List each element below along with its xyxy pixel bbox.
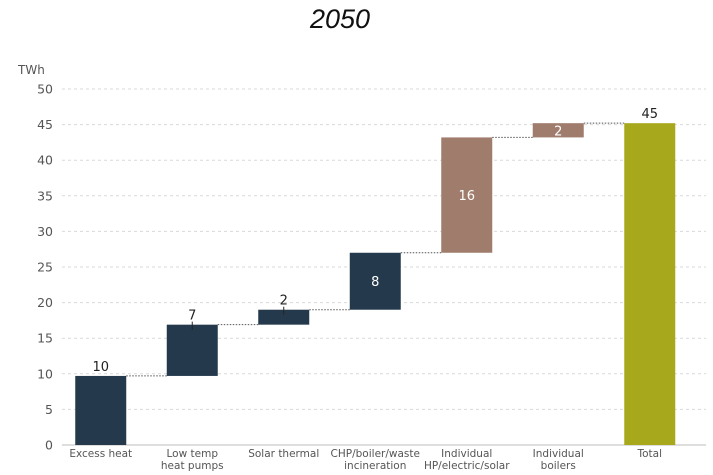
category-label: Total bbox=[636, 448, 662, 460]
category-label: Solar thermal bbox=[248, 448, 319, 460]
category-label: boilers bbox=[541, 460, 576, 472]
y-tick-label: 0 bbox=[45, 438, 53, 453]
bar bbox=[75, 375, 127, 445]
category-label: Low temp bbox=[167, 448, 219, 460]
data-label: 16 bbox=[458, 189, 475, 204]
bar bbox=[258, 309, 310, 325]
y-tick-label: 45 bbox=[37, 117, 53, 132]
y-tick-label: 10 bbox=[37, 366, 53, 381]
data-label: 45 bbox=[641, 107, 658, 122]
y-tick-label: 5 bbox=[45, 402, 53, 417]
bar bbox=[441, 137, 493, 253]
category-label: Individual bbox=[533, 448, 584, 460]
y-axis-unit-label: TWh bbox=[17, 63, 45, 77]
bar bbox=[349, 252, 401, 310]
bar bbox=[166, 324, 218, 376]
chart-title: 2050 bbox=[309, 4, 371, 34]
category-label: incineration bbox=[344, 460, 406, 472]
data-label: 2 bbox=[554, 124, 562, 139]
category-label: Excess heat bbox=[69, 448, 132, 460]
bar bbox=[532, 123, 584, 138]
category-label: heat pumps bbox=[161, 460, 224, 472]
category-label: CHP/boiler/waste bbox=[331, 448, 420, 460]
data-label: 8 bbox=[371, 275, 379, 290]
category-label: Individual bbox=[441, 448, 492, 460]
y-tick-label: 25 bbox=[37, 260, 53, 275]
y-tick-label: 20 bbox=[37, 295, 53, 310]
data-label: 7 bbox=[188, 309, 196, 324]
data-label: 2 bbox=[280, 294, 288, 309]
data-label: 10 bbox=[92, 360, 109, 375]
category-label: HP/electric/solar bbox=[424, 460, 510, 472]
y-tick-label: 50 bbox=[37, 82, 53, 97]
y-tick-label: 30 bbox=[37, 224, 53, 239]
bar bbox=[624, 123, 676, 446]
y-tick-label: 40 bbox=[37, 153, 53, 168]
y-tick-label: 15 bbox=[37, 331, 53, 346]
y-tick-label: 35 bbox=[37, 188, 53, 203]
